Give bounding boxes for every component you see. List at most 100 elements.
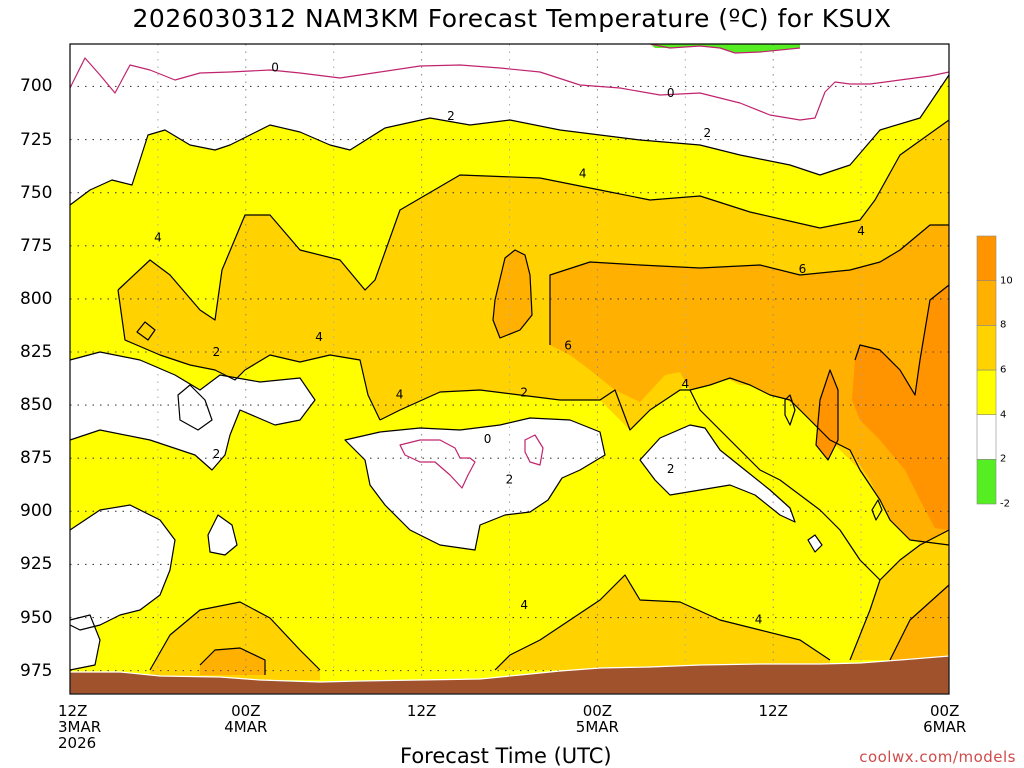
ground-layer (69, 655, 950, 695)
contour-line (494, 574, 831, 671)
colorbar-swatch (976, 459, 997, 505)
contour-line (807, 534, 823, 553)
fill-region (150, 602, 320, 680)
credit-text: coolwx.com/models (859, 748, 1016, 766)
x-tick-line: 2026 (58, 734, 97, 752)
fill-region (852, 285, 949, 530)
colorbar-label: 10 (1000, 275, 1013, 287)
contour-line (149, 601, 321, 671)
contour-line (784, 394, 796, 426)
y-tick-label: 950 (20, 607, 53, 628)
x-tick-line: 3MAR (58, 718, 102, 736)
contour-line (849, 529, 950, 661)
x-tick-label: 12Z 3MAR 2026 (58, 703, 101, 751)
fill-region (118, 120, 949, 545)
contour-line (207, 514, 238, 556)
contour-line (69, 57, 950, 121)
contour-line (639, 424, 796, 523)
colorbar-swatch (976, 369, 997, 415)
contour-label: 4 (315, 330, 323, 344)
contour-label: 4 (154, 230, 162, 244)
y-tick-label: 850 (20, 395, 53, 416)
contour-line (815, 369, 839, 461)
y-tick-label: 825 (20, 342, 53, 362)
x-tick-line: 12Z (406, 702, 437, 720)
contour-line (344, 417, 606, 551)
contour-label: 0 (667, 86, 675, 100)
colorbar-swatch (976, 414, 997, 460)
x-tick-label: 12Z (759, 703, 788, 719)
y-tick-label: 700 (20, 76, 53, 97)
contour-line (492, 249, 533, 339)
x-tick-label: 12Z (407, 703, 436, 719)
contour-line (549, 224, 949, 345)
contour-label: 4 (579, 167, 587, 181)
contour-line (199, 647, 266, 675)
contour-line (649, 43, 801, 54)
contour-line (69, 614, 101, 671)
contour-line (117, 289, 381, 421)
contour-labels: 0 0 2 2 4 4 4 6 4 2 6 4 4 2 0 2 2 2 4 4 (154, 60, 865, 626)
colorbar-swatch (976, 280, 997, 326)
y-tick-label: 975 (20, 660, 53, 681)
colorbar-label: 2 (1000, 453, 1007, 465)
colorbar-label: 4 (1000, 409, 1007, 421)
contour-label: 2 (506, 472, 514, 486)
contour-label: 6 (564, 339, 572, 353)
contour-line (69, 74, 950, 206)
contour-label: 6 (799, 262, 807, 276)
y-tick-label: 800 (20, 288, 53, 309)
x-tick-line: 00Z (231, 702, 261, 720)
x-tick-line: 00Z (582, 702, 613, 720)
colorbar (976, 235, 997, 505)
y-tick-label: 875 (20, 448, 53, 469)
colorbar-label: -2 (1000, 498, 1010, 510)
fill-region (495, 575, 830, 670)
chart-title: 2026030312 NAM3KM Forecast Temperature (… (132, 4, 892, 33)
x-tick-label: 00Z 5MAR (576, 703, 619, 735)
contour-line (524, 434, 544, 466)
fill-region (70, 505, 175, 630)
x-tick-line: 5MAR (575, 718, 619, 736)
contour-label: 2 (520, 385, 528, 399)
temperature-fills (70, 44, 949, 694)
colorbar-label: 8 (1000, 319, 1007, 331)
plot-frame (69, 43, 950, 695)
contour-label: 4 (755, 613, 763, 627)
contour-label: 2 (213, 447, 221, 461)
contour-label: 4 (520, 598, 528, 612)
x-tick-label: 00Z 4MAR (224, 703, 267, 735)
contour-line (871, 499, 883, 521)
contour-line (69, 351, 316, 471)
fill-region (493, 250, 532, 338)
fill-region (890, 585, 949, 660)
colorbar-swatch (976, 325, 997, 371)
contour-label: 2 (667, 462, 675, 476)
contour-line (689, 389, 881, 581)
x-tick-line: 4MAR (224, 718, 268, 736)
x-tick-line: 00Z (929, 702, 960, 720)
contour-label: 2 (703, 126, 711, 140)
colorbar-swatch (976, 235, 997, 281)
contour-line (889, 584, 950, 661)
contour-label: 4 (396, 387, 404, 401)
contour-label: 2 (213, 345, 221, 359)
x-axis-label: Forecast Time (UTC) (400, 744, 612, 768)
fill-region (208, 515, 237, 555)
y-tick-label: 750 (20, 182, 53, 203)
y-tick-label: 725 (20, 129, 53, 150)
contour-line (177, 384, 213, 431)
x-tick-line: 12Z (758, 702, 788, 720)
fill-region (70, 44, 949, 205)
contour-line (854, 284, 950, 396)
y-tick-label: 775 (20, 235, 53, 256)
x-tick-line: 6MAR (923, 718, 967, 736)
fill-region (200, 648, 265, 675)
contour-line (379, 377, 950, 546)
fill-region (640, 425, 795, 522)
x-tick-line: 12Z (58, 702, 88, 720)
fill-region (178, 385, 212, 430)
y-tick-label: 900 (20, 501, 53, 522)
contour-label: 4 (857, 224, 865, 238)
